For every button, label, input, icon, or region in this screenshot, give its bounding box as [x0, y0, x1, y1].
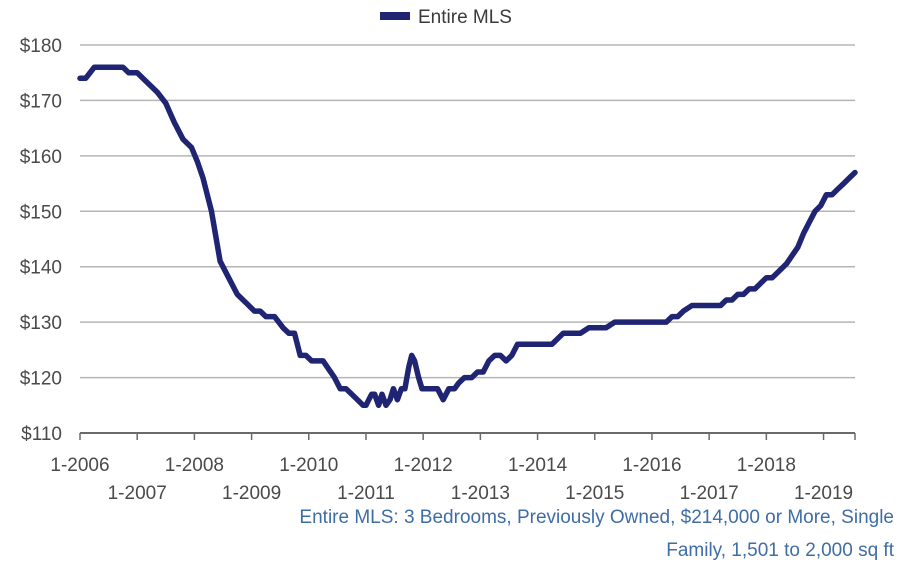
gridlines	[80, 44, 855, 379]
y-tick-label: $150	[20, 202, 62, 223]
x-tick-label: 1-2016	[622, 455, 681, 476]
y-tick-label: $160	[20, 147, 62, 168]
legend-label: Entire MLS	[418, 7, 512, 28]
y-tick-label: $170	[20, 91, 62, 112]
caption-line-1: Entire MLS: 3 Bedrooms, Previously Owned…	[299, 507, 894, 528]
series-layer	[77, 64, 858, 409]
x-tick-label: 1-2017	[680, 483, 739, 500]
x-tick-label: 1-2009	[222, 483, 281, 500]
y-tick-label: $130	[20, 313, 62, 334]
x-tick-label: 1-2012	[394, 455, 453, 476]
x-tick-label: 1-2015	[565, 483, 624, 500]
series-line-entire-mls	[77, 64, 858, 409]
x-tick-label: 1-2007	[108, 483, 167, 500]
caption-line-2: Family, 1,501 to 2,000 sq ft	[666, 540, 894, 561]
y-axis-ticks: $110 $120 $130 $140 $150 $160 $170 $180	[20, 36, 62, 445]
y-tick-label: $120	[20, 369, 62, 390]
x-tick-label: 1-2013	[451, 483, 510, 500]
x-tick-label: 1-2011	[337, 483, 395, 500]
y-tick-label: $180	[20, 36, 62, 57]
y-tick-label: $110	[21, 424, 62, 445]
legend: Entire MLS	[380, 7, 512, 28]
x-tick-label: 1-2019	[794, 483, 853, 500]
x-tick-label: 1-2018	[737, 455, 796, 476]
legend-swatch	[380, 12, 410, 20]
x-tick-label: 1-2006	[50, 455, 109, 476]
chart: $110$120$130$140$150$160$170$180 1-2006 1…	[20, 7, 858, 500]
x-tick-label: 1-2010	[279, 455, 338, 476]
x-axis-ticks: 1-2006 1-2008 1-2010 1-2012 1-2014 1-2016 1-20…	[50, 433, 856, 500]
y-tick-label: $140	[20, 258, 62, 279]
x-tick-label: 1-2008	[165, 455, 224, 476]
x-tick-label: 1-2014	[508, 455, 568, 476]
